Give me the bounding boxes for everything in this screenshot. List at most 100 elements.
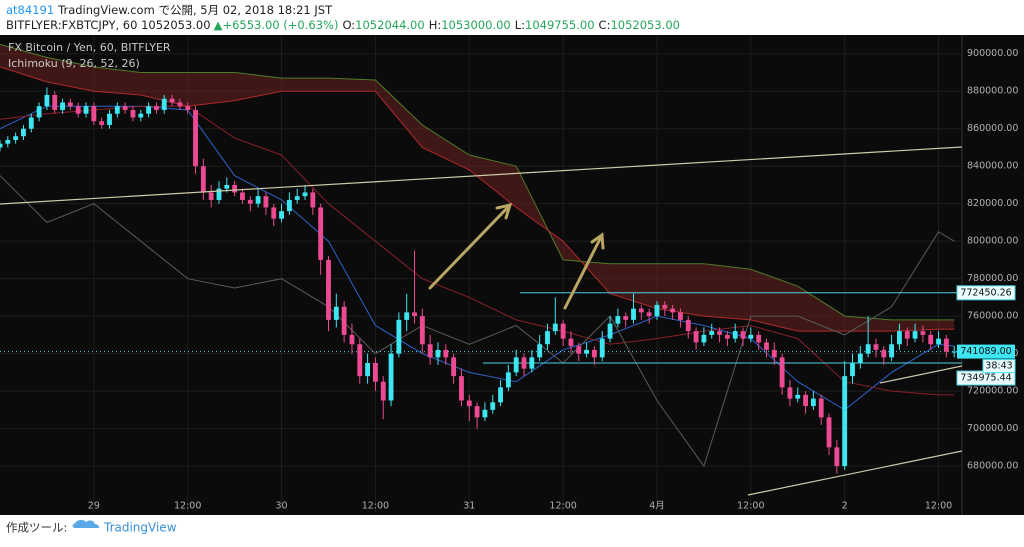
- candle-body: [505, 372, 511, 388]
- candle-body: [75, 106, 81, 114]
- candle-body: [326, 259, 331, 320]
- user[interactable]: at84191: [6, 3, 54, 17]
- candle-body: [740, 331, 746, 339]
- chart-title: FX Bitcoin / Yen, 60, BITFLYER: [8, 41, 171, 54]
- candle-body: [36, 106, 42, 118]
- logo: [72, 519, 99, 528]
- candle-body: [122, 106, 128, 110]
- ohlc-key: O:: [342, 18, 355, 32]
- x-tick-label: 12:00: [737, 501, 764, 512]
- arrow: [563, 232, 605, 310]
- candle-body: [294, 196, 300, 200]
- candle-body: [717, 331, 722, 335]
- candle-body: [943, 338, 949, 352]
- candle-body: [560, 323, 566, 339]
- candle-body: [91, 106, 97, 122]
- candle-body: [52, 94, 58, 110]
- countdown: 38:43: [985, 361, 1012, 372]
- candle-body: [834, 447, 840, 467]
- candle-body: [459, 376, 464, 401]
- header-line: at84191 TradingView.com で公開, 5月 02, 2018 …: [6, 3, 333, 17]
- published: TradingView.com で公開, 5月 02, 2018 18:21 J…: [57, 3, 333, 17]
- plot: [0, 43, 962, 474]
- candle-body: [419, 316, 425, 345]
- y-tick-label: 700000.00: [967, 423, 1018, 434]
- candle-body: [365, 362, 371, 377]
- candle-body: [130, 109, 136, 118]
- candle-body: [670, 308, 676, 313]
- y-tick-label: 800000.00: [967, 236, 1018, 247]
- candle-body: [936, 338, 941, 345]
- x-tick-label: 4月: [649, 501, 665, 512]
- y-tick-label: 780000.00: [967, 273, 1018, 284]
- indicator-label: Ichimoku (9, 26, 52, 26): [8, 57, 140, 70]
- candle-body: [474, 406, 480, 418]
- candle-body: [513, 357, 519, 373]
- candle-body: [803, 394, 809, 407]
- candle-body: [748, 334, 754, 339]
- senkou-a: [0, 43, 955, 321]
- candle-body: [482, 409, 488, 418]
- x-tick-label: 12:00: [925, 501, 952, 512]
- candle-body: [107, 113, 112, 125]
- candle-body: [685, 319, 691, 332]
- y-tick-label: 840000.00: [967, 161, 1018, 172]
- x-tick-label: 12:00: [362, 501, 389, 512]
- chart-background: [0, 35, 1024, 515]
- y-tick-label: 880000.00: [967, 86, 1018, 97]
- candle-body: [709, 331, 715, 335]
- candle-body: [99, 121, 105, 125]
- candle-body: [678, 312, 683, 320]
- arrow: [428, 202, 513, 290]
- y-tick-label: 820000.00: [967, 198, 1018, 209]
- change: +6553.00 (+0.63%): [222, 18, 338, 32]
- candle-body: [724, 334, 730, 339]
- indicator-line: [0, 175, 955, 468]
- candle-body: [779, 357, 785, 388]
- x-tick-label: 2: [842, 501, 848, 512]
- candle-body: [232, 184, 238, 193]
- candle-body: [341, 306, 347, 335]
- last-price-box: [957, 344, 1015, 359]
- candle-body: [435, 349, 441, 358]
- candle-body: [771, 349, 777, 358]
- ohlc-key: L:: [515, 18, 525, 32]
- candle-body: [693, 331, 699, 343]
- candle-body: [662, 304, 668, 309]
- candle-body: [216, 188, 222, 200]
- candle-body: [654, 304, 660, 317]
- header-ohlc: BITFLYER:FXBTCJPY, 60 1052053.00 ▲+6553.0…: [6, 18, 680, 32]
- candle-body: [881, 349, 887, 358]
- ohlc-value: 1052053.00: [610, 18, 680, 32]
- footer-label: 作成ツール:: [6, 521, 67, 535]
- candle-body: [850, 362, 855, 377]
- candle-body: [576, 346, 582, 354]
- candle-body: [631, 308, 636, 320]
- change-arrow: ▲: [214, 18, 223, 32]
- ohlc-key: C:: [599, 18, 611, 32]
- last-price-label: 741089.00: [960, 346, 1011, 357]
- candle-body: [607, 323, 613, 339]
- candle-body: [568, 338, 574, 347]
- candle-body: [60, 102, 65, 110]
- trend-line: [879, 365, 962, 384]
- candle-body: [787, 387, 793, 399]
- axes: 680000.00700000.00720000.00740000.007600…: [88, 48, 1019, 511]
- candle-body: [842, 376, 848, 467]
- y-tick-label: 900000.00: [967, 48, 1018, 59]
- candle-body: [951, 351, 957, 353]
- ohlc-value: 1053000.00: [441, 18, 511, 32]
- candle-body: [545, 331, 550, 345]
- candle-body: [44, 94, 50, 107]
- footer-brand[interactable]: TradingView: [103, 521, 177, 535]
- candle-body: [177, 102, 183, 107]
- drawings: [0, 146, 962, 496]
- candle-body: [537, 344, 543, 358]
- candle-body: [552, 323, 558, 332]
- candle-body: [427, 344, 433, 358]
- candle-body: [357, 344, 363, 377]
- level-label: 734975.44: [960, 373, 1011, 384]
- candle-body: [333, 306, 339, 320]
- candle-body: [521, 357, 527, 369]
